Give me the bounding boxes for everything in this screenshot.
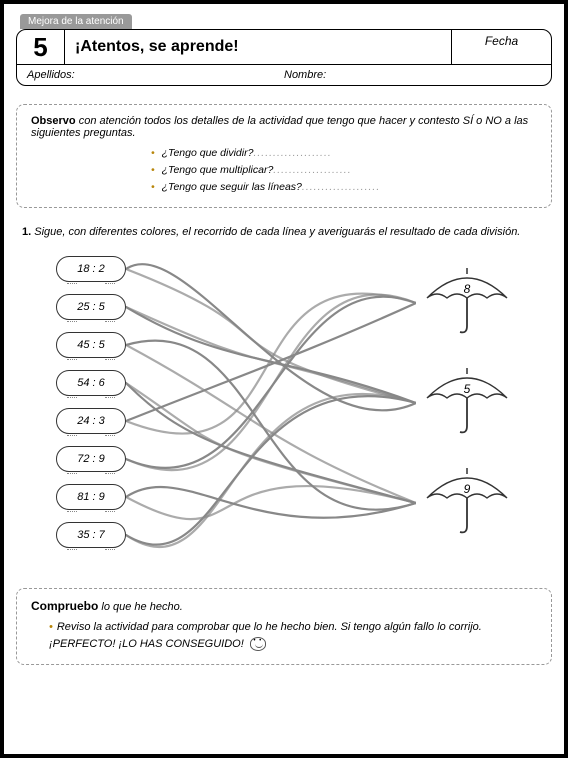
- result-umbrella: 9: [422, 468, 512, 538]
- result-umbrella: 5: [422, 368, 512, 438]
- tangle-line: [126, 295, 416, 470]
- header-tab: Mejora de la atención: [20, 14, 132, 29]
- result-umbrella: 8: [422, 268, 512, 338]
- observo-title: Observo: [31, 115, 76, 127]
- compruebo-head: Compruebo lo que he hecho.: [31, 599, 537, 613]
- division-cloud: 35 : 7: [56, 522, 126, 548]
- umbrella-value: 5: [422, 382, 512, 396]
- header-box: 5 ¡Atentos, se aprende! Fecha Apellidos:…: [16, 29, 552, 86]
- division-cloud: 72 : 9: [56, 446, 126, 472]
- observo-questions: • ¿Tengo que dividir?...................…: [31, 145, 537, 195]
- exercise-1: 1. Sigue, con diferentes colores, el rec…: [16, 226, 552, 238]
- smiley-icon: [250, 637, 266, 651]
- fecha-label: Fecha: [451, 30, 551, 64]
- observo-box: Observo con atención todos los detalles …: [16, 104, 552, 208]
- bullet-icon: •: [151, 164, 155, 176]
- exercise-figure: 18 : 2 25 : 5 45 : 5 54 : 6 24 : 3 72 : 9 81 :…: [16, 248, 552, 568]
- observo-question: • ¿Tengo que multiplicar?...............…: [151, 162, 537, 179]
- division-cloud: 18 : 2: [56, 256, 126, 282]
- division-cloud: 24 : 3: [56, 408, 126, 434]
- unit-number: 5: [17, 30, 65, 64]
- observo-lead: Observo con atención todos los detalles …: [31, 115, 537, 139]
- observo-question: • ¿Tengo que seguir las líneas?.........…: [151, 179, 537, 196]
- compruebo-box: Compruebo lo que he hecho. •Reviso la ac…: [16, 588, 552, 665]
- observo-question: • ¿Tengo que dividir?...................…: [151, 145, 537, 162]
- header-row-1: 5 ¡Atentos, se aprende! Fecha: [17, 30, 551, 65]
- apellidos-label: Apellidos:: [27, 69, 284, 81]
- exercise-text: Sigue, con diferentes colores, el recorr…: [34, 226, 520, 238]
- umbrella-value: 8: [422, 282, 512, 296]
- answer-dots: ....................: [273, 164, 351, 176]
- tangle-line: [126, 269, 416, 403]
- compruebo-text: •Reviso la actividad para comprobar que …: [31, 619, 537, 652]
- page-title: ¡Atentos, se aprende!: [65, 30, 451, 64]
- division-cloud: 81 : 9: [56, 484, 126, 510]
- observo-text: con atención todos los detalles de la ac…: [31, 115, 528, 139]
- answer-dots: ....................: [302, 181, 380, 193]
- division-cloud: 25 : 5: [56, 294, 126, 320]
- exercise-number: 1.: [22, 226, 31, 238]
- compruebo-title-rest: lo que he hecho.: [98, 601, 182, 613]
- tangle-lines: [126, 248, 416, 568]
- division-cloud: 54 : 6: [56, 370, 126, 396]
- compruebo-title: Compruebo: [31, 599, 98, 613]
- umbrella-value: 9: [422, 482, 512, 496]
- header-row-2: Apellidos: Nombre:: [17, 65, 551, 85]
- answer-dots: ....................: [253, 147, 331, 159]
- bullet-icon: •: [49, 621, 53, 633]
- bullet-icon: •: [151, 147, 155, 159]
- division-cloud: 45 : 5: [56, 332, 126, 358]
- nombre-label: Nombre:: [284, 69, 541, 81]
- bullet-icon: •: [151, 181, 155, 193]
- tangle-line: [126, 345, 416, 503]
